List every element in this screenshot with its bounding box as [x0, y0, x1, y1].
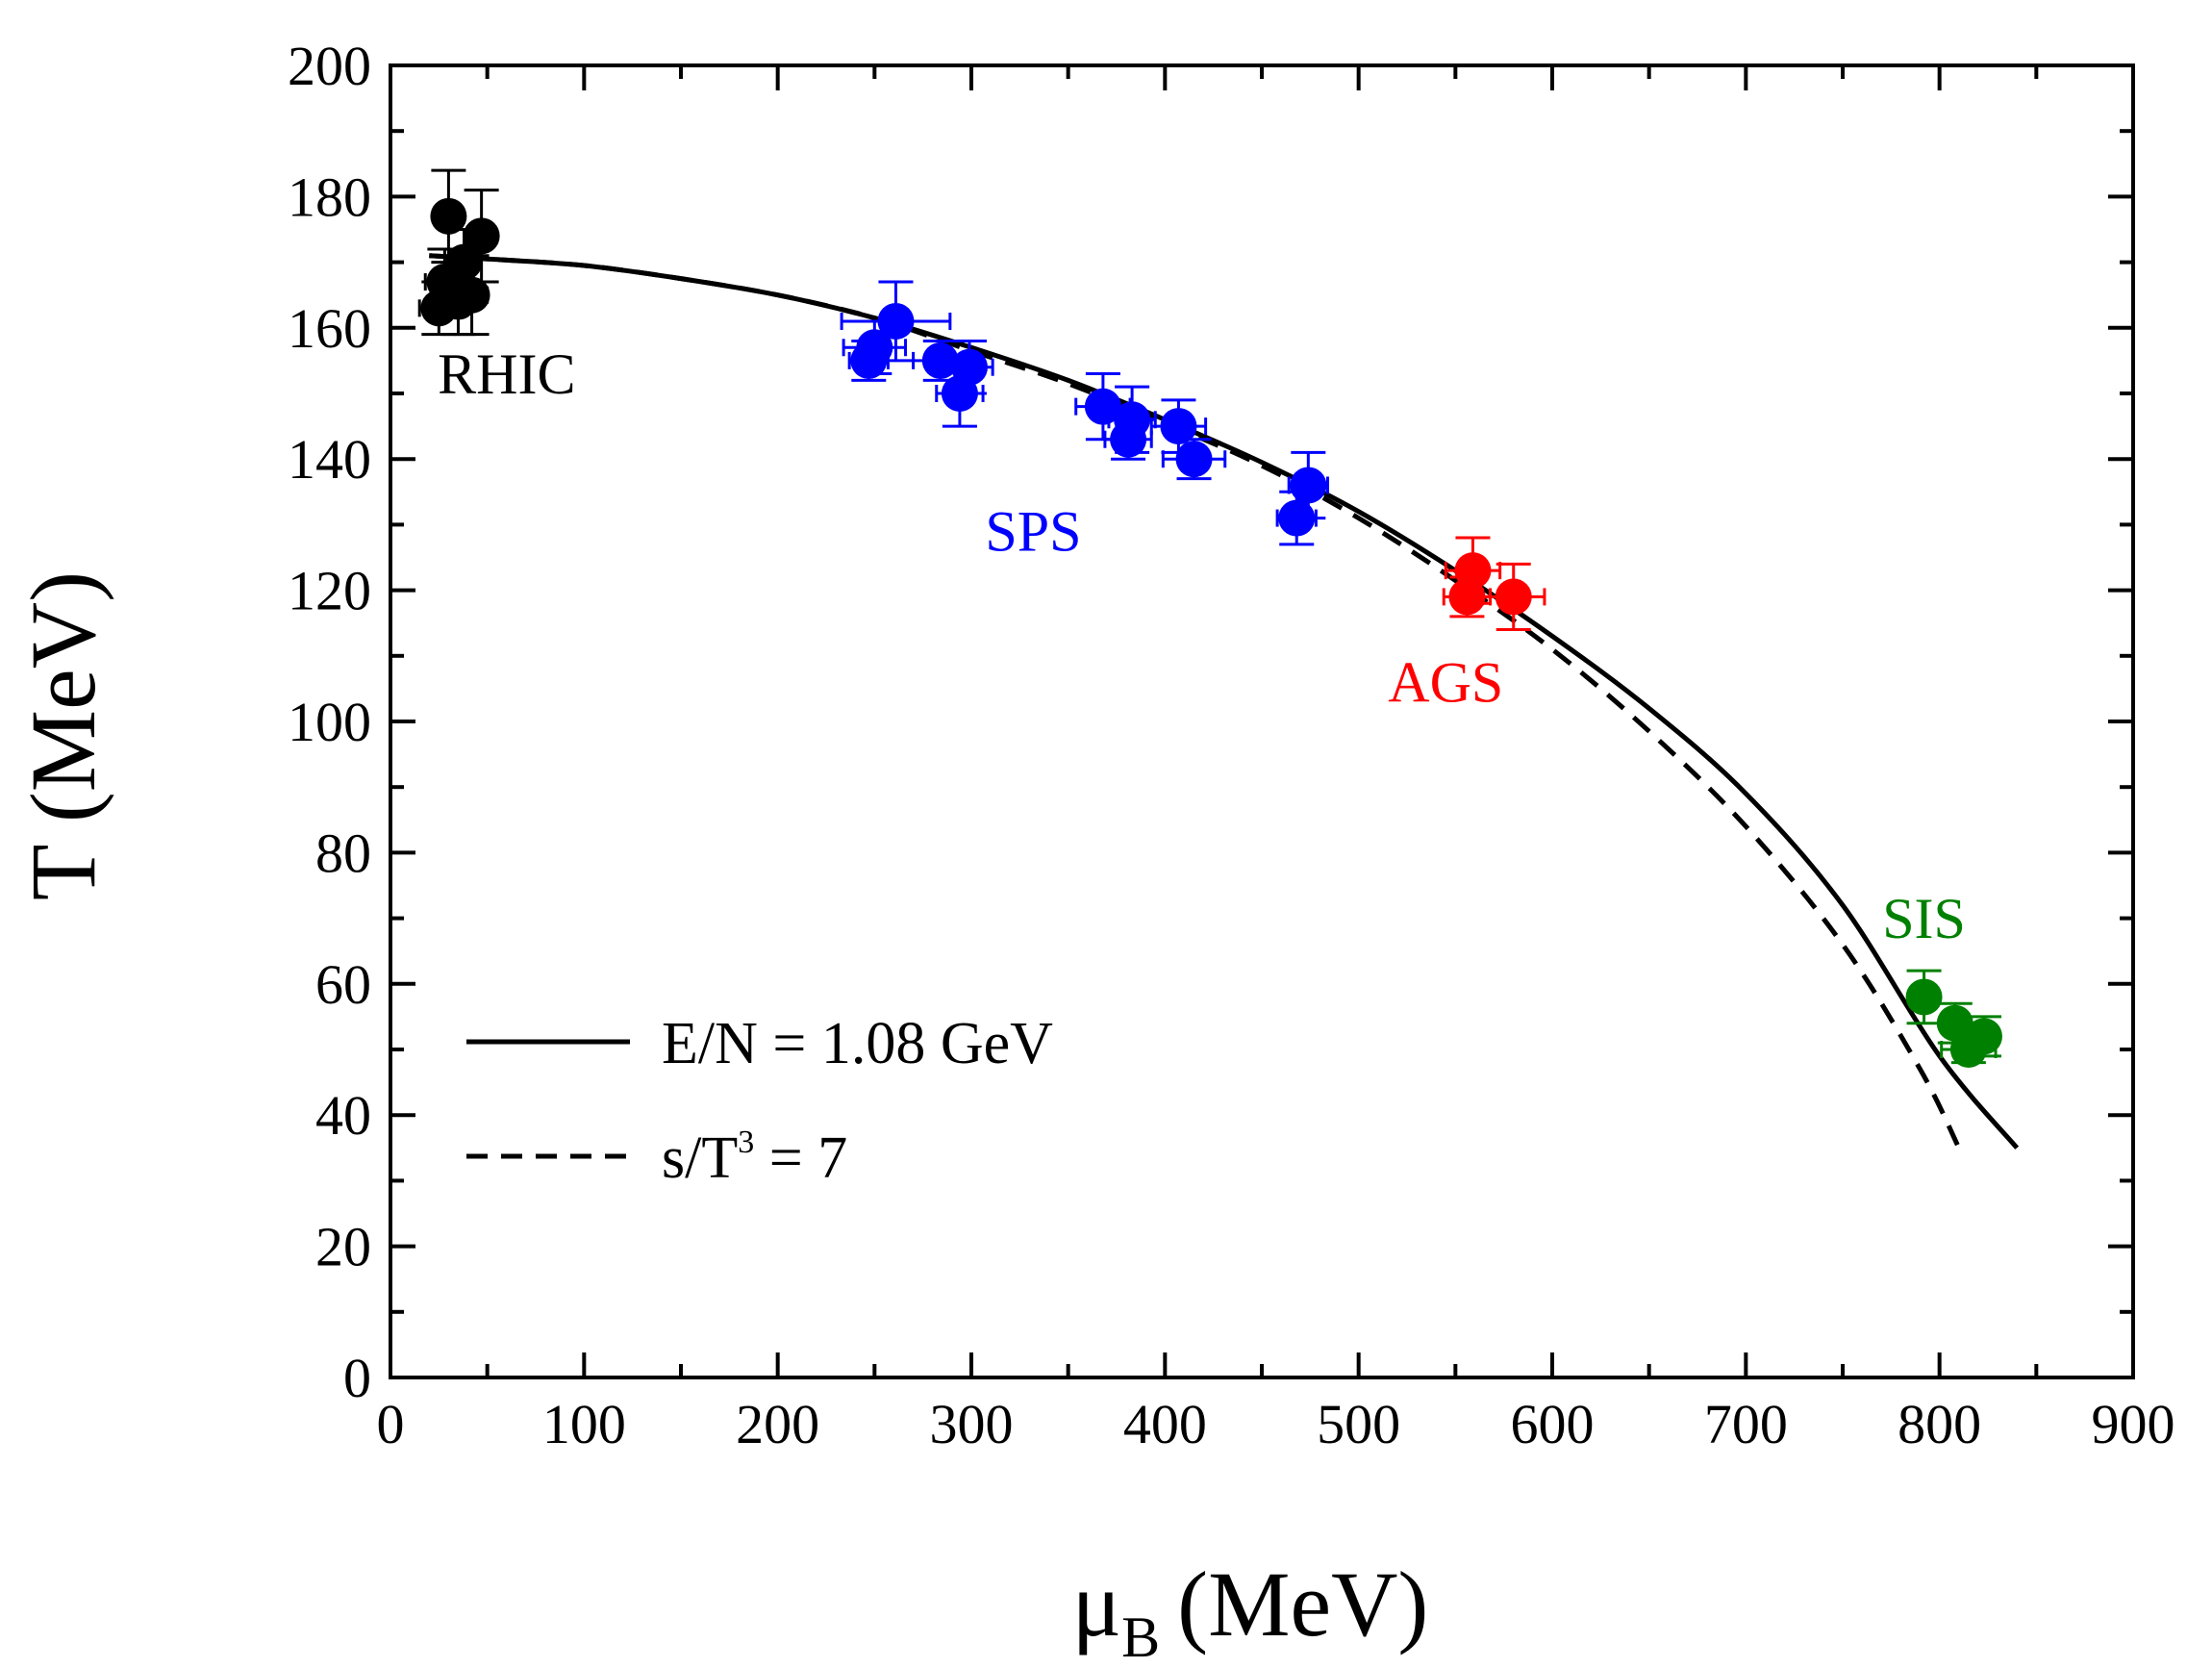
y-tick-label: 40	[315, 1084, 371, 1147]
sps-point	[941, 375, 978, 412]
x-axis-title: μB (MeV)	[1072, 1553, 1429, 1668]
sps-point	[1175, 441, 1213, 478]
rhic-point	[440, 283, 477, 320]
sps-point	[1278, 499, 1316, 537]
y-tick-label: 120	[288, 560, 371, 622]
legend-label-dashed: s/T3 = 7	[662, 1125, 847, 1191]
sis-point	[1905, 978, 1943, 1016]
y-tick-label: 140	[288, 428, 371, 491]
group-labels: RHIC SPS AGS SIS	[438, 342, 1966, 950]
y-tick-label: 200	[288, 35, 371, 97]
y-tick-label: 80	[315, 821, 371, 884]
x-tick-label: 0	[377, 1393, 405, 1455]
ags-point	[1448, 578, 1486, 616]
x-axis-title-mu: μ	[1072, 1553, 1121, 1655]
x-tick-label: 200	[736, 1393, 819, 1455]
x-tick-label: 100	[542, 1393, 626, 1455]
sps-point	[1084, 388, 1121, 425]
x-tick-label: 300	[930, 1393, 1014, 1455]
sps-point	[850, 341, 888, 379]
sis-point	[1949, 1031, 1987, 1068]
x-tick-label: 900	[2092, 1393, 2175, 1455]
y-axis-title: T (MeV)	[12, 571, 114, 900]
y-tick-label: 0	[343, 1347, 371, 1409]
legend-label-solid: E/N = 1.08 GeV	[662, 1011, 1053, 1076]
x-tick-label: 600	[1511, 1393, 1595, 1455]
group-label-ags: AGS	[1388, 651, 1503, 715]
plot-frame	[389, 63, 2135, 1379]
group-label-rhic: RHIC	[438, 342, 575, 406]
sps-point	[877, 302, 915, 340]
sps-point	[1110, 420, 1147, 458]
x-tick-label: 700	[1704, 1393, 1788, 1455]
tick-labels: 0 100 200 300 400 500 600 700 800 900 0 20 40 60 80 100…	[288, 35, 2175, 1455]
ags-point	[1495, 578, 1532, 616]
group-label-sis: SIS	[1882, 887, 1966, 950]
y-tick-label: 100	[288, 691, 371, 753]
x-axis-title-sub: B	[1121, 1605, 1160, 1668]
legend: E/N = 1.08 GeV s/T3 = 7	[466, 1011, 1053, 1191]
rhic-point	[463, 217, 500, 255]
curve-dashed-st3	[429, 253, 1962, 1150]
x-tick-label: 800	[1898, 1393, 1981, 1455]
sps-point	[921, 341, 959, 379]
sps-point	[1290, 467, 1327, 504]
data-points	[417, 168, 2002, 1068]
x-tick-label: 400	[1123, 1393, 1207, 1455]
y-tick-label: 160	[288, 297, 371, 360]
y-tick-label: 60	[315, 953, 371, 1016]
y-tick-label: 20	[315, 1216, 371, 1278]
rhic-point	[430, 197, 467, 235]
x-axis-title-unit: (MeV)	[1177, 1553, 1428, 1655]
x-tick-label: 500	[1317, 1393, 1400, 1455]
model-curves	[429, 253, 2020, 1150]
sps-point	[1160, 408, 1197, 445]
y-tick-label: 180	[288, 165, 371, 228]
group-label-sps: SPS	[985, 500, 1081, 564]
